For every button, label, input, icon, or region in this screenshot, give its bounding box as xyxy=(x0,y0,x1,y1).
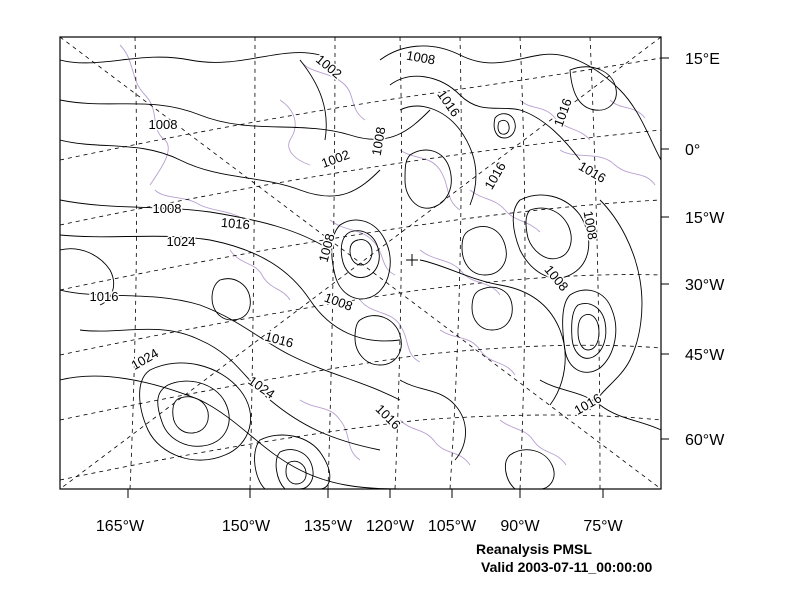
bottom-axis-labels: 165°W 150°W 135°W 120°W 105°W 90°W 75°W xyxy=(96,518,624,535)
bottom-axis xyxy=(127,489,604,498)
contour-label: 1016 xyxy=(481,159,508,192)
lat-label: 30°W xyxy=(685,277,725,294)
caption-title: Reanalysis PMSL xyxy=(476,541,592,557)
contour-label: 1016 xyxy=(576,158,609,185)
low-center-marker xyxy=(406,254,418,266)
contour-label: 1008 xyxy=(316,232,338,264)
contour-label: 1008 xyxy=(581,210,601,241)
lon-label: 75°W xyxy=(583,518,623,535)
lon-label: 105°W xyxy=(428,518,477,535)
lat-label: 60°W xyxy=(685,432,725,449)
caption-valid-time: Valid 2003-07-11_00:00:00 xyxy=(481,559,653,575)
contour-label: 1016 xyxy=(90,289,119,304)
contour-label: 1024 xyxy=(167,234,196,249)
contour-label: 1016 xyxy=(551,96,575,128)
contour-label: 1008 xyxy=(153,201,182,216)
contour-label: 1016 xyxy=(263,329,295,351)
contour-labels: 1008 1002 1008 1016 1016 1008 1002 1008 … xyxy=(88,46,610,434)
lat-label: 15°W xyxy=(685,210,725,227)
lat-label: 0° xyxy=(685,142,700,159)
graticule xyxy=(60,37,661,489)
contour-label: 1002 xyxy=(319,147,351,171)
contour-label: 1008 xyxy=(369,126,389,157)
contour-label: 1016 xyxy=(571,390,604,417)
plot-frame xyxy=(59,36,662,490)
lon-label: 135°W xyxy=(304,518,353,535)
contour-label: 1024 xyxy=(245,373,277,402)
contour-label: 1008 xyxy=(541,262,571,294)
contour-label: 1016 xyxy=(373,401,404,432)
contour-label: 1024 xyxy=(128,345,161,372)
lat-label: 15°E xyxy=(685,51,720,68)
lon-label: 165°W xyxy=(96,518,145,535)
coastlines xyxy=(119,44,656,466)
contour-label: 1008 xyxy=(405,48,436,68)
lon-label: 120°W xyxy=(366,518,415,535)
right-axis xyxy=(661,57,669,440)
lon-label: 90°W xyxy=(500,518,540,535)
contour-label: 1008 xyxy=(322,290,354,314)
contour-label: 1008 xyxy=(149,117,178,132)
isobars xyxy=(60,45,661,489)
right-axis-labels: 15°E 0° 15°W 30°W 45°W 60°W xyxy=(685,51,725,449)
lon-label: 150°W xyxy=(222,518,271,535)
lat-label: 45°W xyxy=(685,347,725,364)
contour-label: 1002 xyxy=(313,52,345,82)
contour-label: 1016 xyxy=(434,87,463,119)
contour-label: 1016 xyxy=(220,215,250,232)
